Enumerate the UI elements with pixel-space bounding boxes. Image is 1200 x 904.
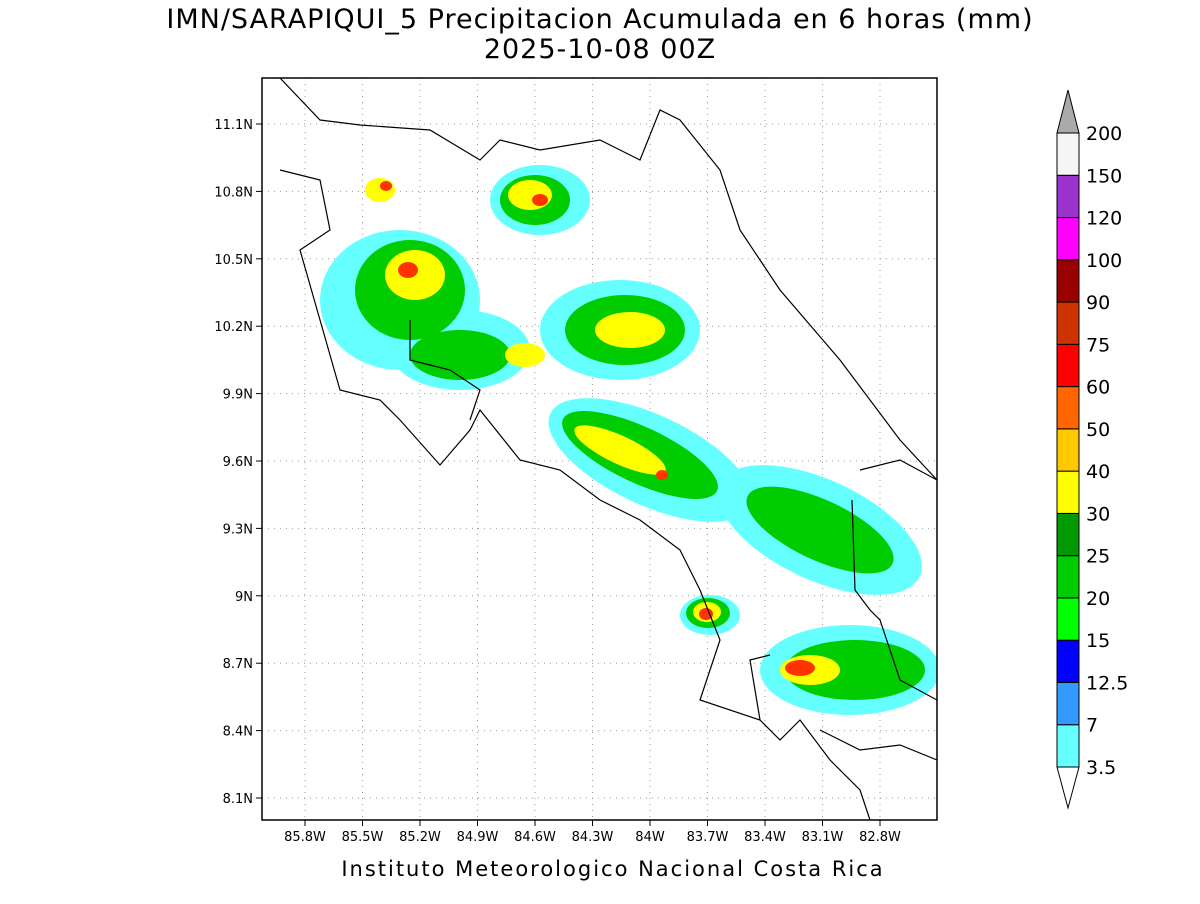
lon-label: 85.5W [342,830,384,845]
colorbar-label: 12.5 [1086,672,1128,694]
lon-label: 84.6W [514,830,556,845]
title: IMN/SARAPIQUI_5 Precipitacion Acumulada … [166,4,1033,35]
colorbar-above [1056,89,1080,134]
map-frame [261,77,938,821]
colorbar-box [1056,259,1080,303]
colorbar-box [1056,174,1080,219]
colorbar-box [1056,343,1080,388]
lon-label: 83.4W [744,830,786,845]
lat-label: 8.1N [223,792,253,807]
footer: Instituto Meteorologico Nacional Costa R… [341,857,884,881]
colorbar: 3.5 7 12.5 15 20 25 30 40 50 60 75 90 100 120 150 200 [1056,89,1128,810]
lon-label: 85.8W [284,830,326,845]
colorbar-below [1056,766,1080,810]
lon-label: 82.8W [859,830,901,845]
colorbar-box [1056,681,1080,726]
lat-label: 10.5N [214,253,253,268]
colorbar-label: 100 [1086,250,1122,272]
colorbar-label: 90 [1086,292,1110,314]
colorbar-box [1056,301,1080,345]
lat-label: 9N [235,590,253,605]
subtitle: 2025-10-08 00Z [484,34,716,65]
colorbar-box [1056,132,1080,176]
lat-label: 9.3N [223,522,253,537]
lon-label: 85.2W [399,830,441,845]
lon-label: 84W [635,830,665,845]
lat-label: 9.6N [223,455,253,470]
lon-label: 83.1W [802,830,844,845]
colorbar-box [1056,597,1080,641]
lat-label: 11.1N [214,118,253,133]
colorbar-label: 7 [1086,715,1098,737]
colorbar-label: 200 [1086,123,1122,145]
colorbar-label: 3.5 [1086,757,1116,779]
colorbar-box [1056,724,1080,768]
lon-label: 84.9W [457,830,499,845]
colorbar-label: 40 [1086,461,1110,483]
colorbar-label: 20 [1086,588,1110,610]
colorbar-label: 25 [1086,546,1110,568]
colorbar-label: 50 [1086,419,1110,441]
colorbar-box [1056,217,1080,261]
precipitation-field [279,78,937,820]
colorbar-label: 120 [1086,208,1122,230]
colorbar-box [1056,428,1080,472]
lon-label: 83.7W [687,830,729,845]
colorbar-box [1056,512,1080,557]
lat-label: 9.9N [223,388,253,403]
lat-label: 8.7N [223,657,253,672]
colorbar-label: 150 [1086,165,1122,187]
colorbar-label: 75 [1086,334,1110,356]
colorbar-label: 60 [1086,377,1110,399]
lat-label: 10.2N [214,320,253,335]
colorbar-label: 30 [1086,503,1110,525]
colorbar-box [1056,470,1080,514]
lon-label: 84.3W [572,830,614,845]
lat-label: 8.4N [223,725,253,740]
colorbar-box [1056,386,1080,430]
colorbar-label: 15 [1086,630,1110,652]
colorbar-box [1056,555,1080,599]
colorbar-box [1056,639,1080,683]
lat-label: 10.8N [214,185,253,200]
